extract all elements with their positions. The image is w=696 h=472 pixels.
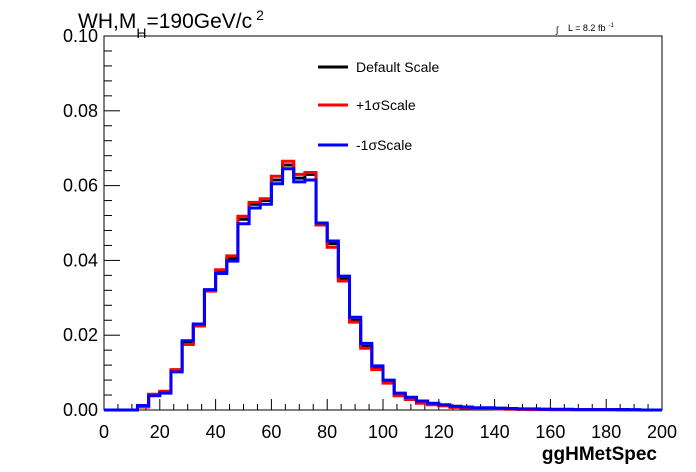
luminosity-value: L = 8.2 fb — [568, 23, 605, 33]
luminosity-text: L = 8.2 fb -1 — [568, 23, 614, 33]
luminosity-superscript: -1 — [608, 23, 614, 29]
x-tick-label: 80 — [317, 422, 337, 442]
x-axis: 0 20 40 60 80 100 120 140 160 180 200 — [99, 399, 677, 442]
x-tick-label: 160 — [535, 422, 565, 442]
x-tick-label: 180 — [591, 422, 621, 442]
y-tick-label: 0.04 — [63, 250, 98, 270]
x-axis-title: ggHMetSpec — [542, 444, 658, 465]
title-prefix: WH,M — [78, 10, 136, 33]
x-tick-label: 0 — [99, 422, 109, 442]
y-tick-label: 0.02 — [63, 325, 98, 345]
y-tick-label: 0.08 — [63, 101, 98, 121]
legend-item-minus1sigma: -1σScale — [318, 137, 412, 153]
x-tick-label: 20 — [150, 422, 170, 442]
chart-title: WH,MH=190GeV/c 2 — [78, 7, 264, 41]
title-subscript: H — [136, 25, 146, 41]
legend: Default Scale +1σScale -1σScale — [318, 59, 439, 153]
x-tick-label: 100 — [368, 422, 398, 442]
legend-label-default: Default Scale — [356, 59, 439, 75]
legend-item-plus1sigma: +1σScale — [318, 97, 416, 113]
x-tick-label: 120 — [424, 422, 454, 442]
series-layer — [104, 159, 662, 412]
luminosity-label: ∫ L = 8.2 fb -1 — [555, 23, 614, 35]
y-axis: 0.00 0.02 0.04 0.06 0.08 0.10 — [63, 26, 120, 420]
y-tick-label: 0.10 — [63, 26, 98, 46]
integral-symbol: ∫ — [555, 25, 560, 35]
title-superscript: 2 — [256, 7, 264, 23]
title-suffix: =190GeV/c — [146, 10, 252, 33]
series-minus1sigma-scale — [104, 167, 662, 412]
legend-item-default: Default Scale — [318, 59, 439, 75]
y-tick-label: 0.00 — [63, 400, 98, 420]
legend-label-plus1sigma: +1σScale — [356, 97, 416, 113]
x-tick-label: 60 — [261, 422, 281, 442]
y-tick-label: 0.06 — [63, 176, 98, 196]
x-tick-label: 40 — [206, 422, 226, 442]
x-tick-label: 200 — [647, 422, 677, 442]
x-tick-label: 140 — [480, 422, 510, 442]
legend-label-minus1sigma: -1σScale — [356, 137, 412, 153]
